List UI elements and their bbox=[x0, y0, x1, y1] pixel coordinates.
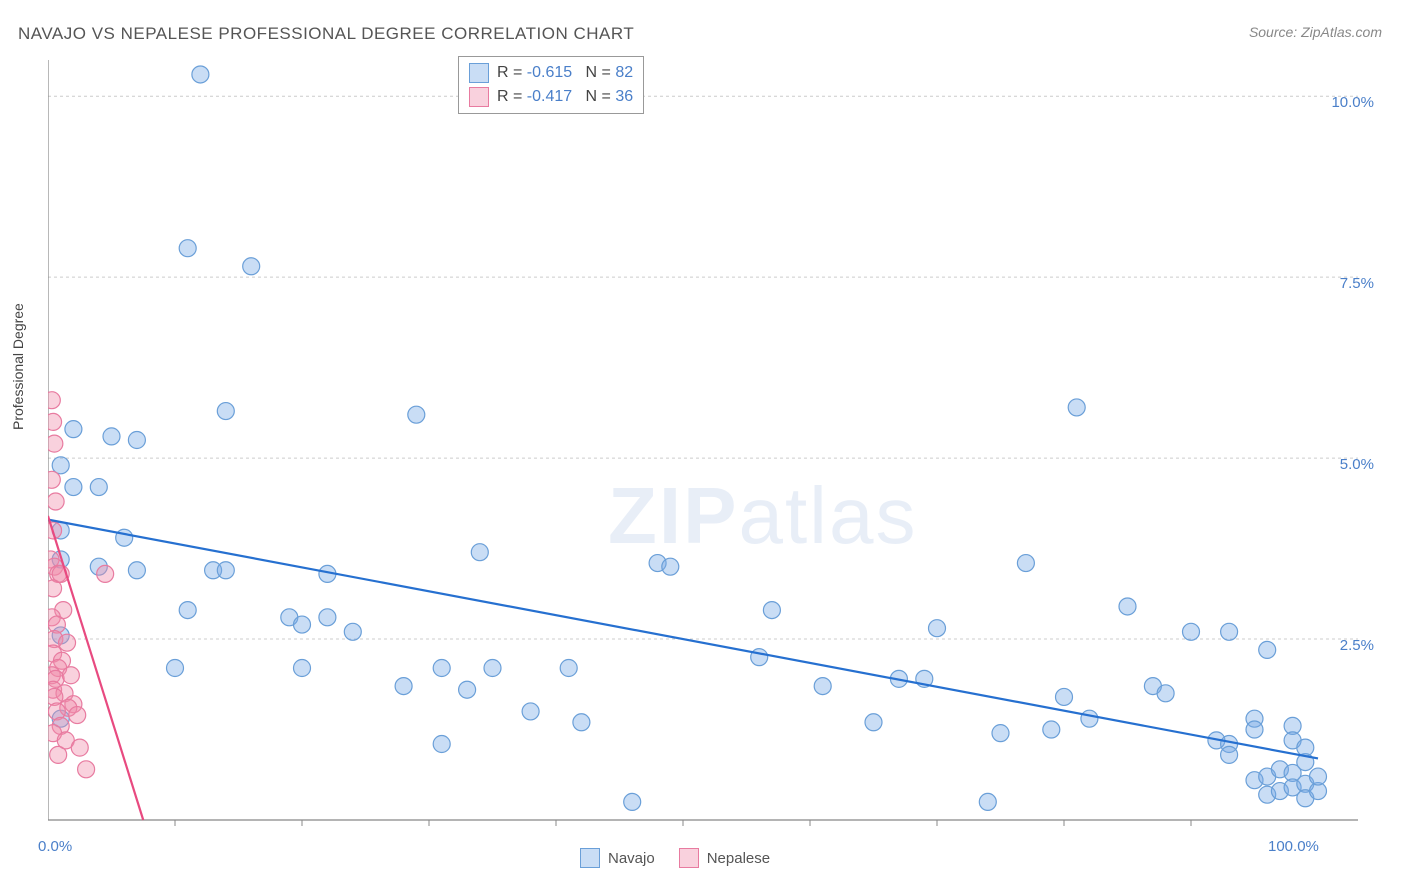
legend-label: Nepalese bbox=[707, 850, 770, 867]
series-legend: Navajo Nepalese bbox=[580, 848, 770, 868]
legend-item: Nepalese bbox=[679, 848, 770, 868]
scatter-plot bbox=[48, 50, 1366, 830]
legend-label: Navajo bbox=[608, 850, 655, 867]
legend-swatch bbox=[469, 63, 489, 83]
source-label: Source: ZipAtlas.com bbox=[1249, 24, 1382, 40]
chart-container: NAVAJO VS NEPALESE PROFESSIONAL DEGREE C… bbox=[0, 0, 1406, 892]
y-tick-label: 7.5% bbox=[1340, 275, 1374, 292]
stats-legend: R = -0.615 N = 82R = -0.417 N = 36 bbox=[458, 56, 644, 114]
y-tick-label: 10.0% bbox=[1331, 94, 1374, 111]
x-tick-label: 100.0% bbox=[1268, 838, 1319, 855]
y-tick-label: 2.5% bbox=[1340, 637, 1374, 654]
stats-row: R = -0.417 N = 36 bbox=[469, 85, 633, 109]
legend-item: Navajo bbox=[580, 848, 655, 868]
y-axis-label: Professional Degree bbox=[10, 303, 26, 430]
stats-text: R = -0.615 N = 82 bbox=[497, 61, 633, 85]
stats-row: R = -0.615 N = 82 bbox=[469, 61, 633, 85]
stats-text: R = -0.417 N = 36 bbox=[497, 85, 633, 109]
legend-swatch bbox=[580, 848, 600, 868]
chart-area: ZIPatlas bbox=[48, 50, 1366, 830]
y-tick-label: 5.0% bbox=[1340, 456, 1374, 473]
x-tick-label: 0.0% bbox=[38, 838, 72, 855]
legend-swatch bbox=[679, 848, 699, 868]
legend-swatch bbox=[469, 87, 489, 107]
chart-title: NAVAJO VS NEPALESE PROFESSIONAL DEGREE C… bbox=[18, 24, 634, 44]
